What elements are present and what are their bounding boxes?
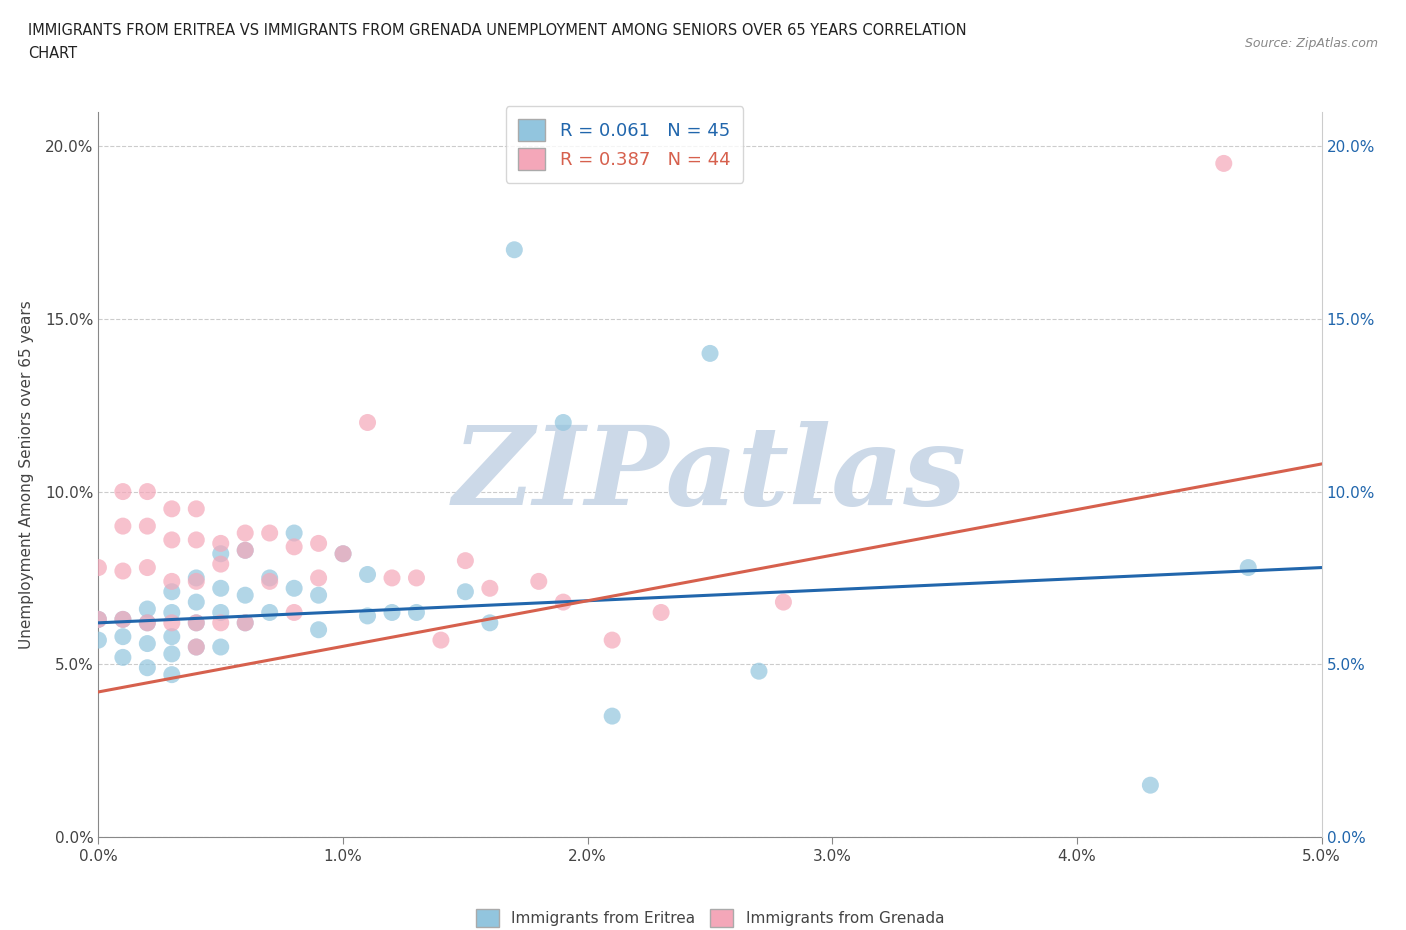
Point xyxy=(111,630,134,644)
Point xyxy=(356,608,378,623)
Point xyxy=(186,640,208,655)
Point xyxy=(381,570,404,585)
Point xyxy=(1237,560,1260,575)
Point xyxy=(111,485,134,499)
Point xyxy=(430,632,453,647)
Point xyxy=(1139,777,1161,792)
Point xyxy=(160,646,183,661)
Point xyxy=(186,570,208,585)
Point xyxy=(600,632,623,647)
Point xyxy=(136,519,159,534)
Point xyxy=(233,543,256,558)
Point xyxy=(160,533,183,548)
Point xyxy=(160,616,183,631)
Point xyxy=(553,415,575,430)
Point xyxy=(381,605,404,620)
Point xyxy=(136,616,159,631)
Point xyxy=(209,605,232,620)
Point xyxy=(160,574,183,589)
Point xyxy=(186,501,208,516)
Point xyxy=(136,660,159,675)
Point xyxy=(454,584,477,599)
Y-axis label: Unemployment Among Seniors over 65 years: Unemployment Among Seniors over 65 years xyxy=(20,300,34,649)
Point xyxy=(283,525,305,540)
Point xyxy=(650,605,672,620)
Point xyxy=(209,640,232,655)
Point xyxy=(209,536,232,551)
Point xyxy=(259,525,281,540)
Text: CHART: CHART xyxy=(28,46,77,61)
Point xyxy=(111,612,134,627)
Point xyxy=(136,560,159,575)
Point xyxy=(111,650,134,665)
Point xyxy=(283,581,305,596)
Point xyxy=(209,546,232,561)
Point xyxy=(553,594,575,609)
Text: ZIPatlas: ZIPatlas xyxy=(453,420,967,528)
Point xyxy=(233,616,256,631)
Point xyxy=(186,574,208,589)
Point xyxy=(772,594,794,609)
Point xyxy=(503,243,526,258)
Point xyxy=(87,560,110,575)
Point xyxy=(527,574,550,589)
Point xyxy=(111,564,134,578)
Point xyxy=(308,622,330,637)
Point xyxy=(209,581,232,596)
Point xyxy=(356,415,378,430)
Point xyxy=(283,539,305,554)
Point xyxy=(136,602,159,617)
Point xyxy=(748,664,770,679)
Point xyxy=(259,605,281,620)
Point xyxy=(478,616,501,631)
Point xyxy=(1212,156,1234,171)
Point xyxy=(160,501,183,516)
Point xyxy=(233,543,256,558)
Point xyxy=(233,588,256,603)
Legend: Immigrants from Eritrea, Immigrants from Grenada: Immigrants from Eritrea, Immigrants from… xyxy=(470,903,950,930)
Point xyxy=(233,616,256,631)
Point xyxy=(478,581,501,596)
Point xyxy=(259,570,281,585)
Point xyxy=(332,546,354,561)
Point xyxy=(136,636,159,651)
Point xyxy=(405,605,427,620)
Point xyxy=(186,594,208,609)
Point xyxy=(600,709,623,724)
Point xyxy=(308,536,330,551)
Point xyxy=(259,574,281,589)
Point xyxy=(405,570,427,585)
Point xyxy=(209,616,232,631)
Point xyxy=(136,485,159,499)
Point xyxy=(186,640,208,655)
Point xyxy=(233,525,256,540)
Point xyxy=(332,546,354,561)
Point xyxy=(308,570,330,585)
Text: IMMIGRANTS FROM ERITREA VS IMMIGRANTS FROM GRENADA UNEMPLOYMENT AMONG SENIORS OV: IMMIGRANTS FROM ERITREA VS IMMIGRANTS FR… xyxy=(28,23,967,38)
Point xyxy=(87,632,110,647)
Point xyxy=(308,588,330,603)
Point xyxy=(160,605,183,620)
Point xyxy=(87,612,110,627)
Point xyxy=(111,519,134,534)
Point xyxy=(209,557,232,572)
Point xyxy=(87,612,110,627)
Point xyxy=(186,533,208,548)
Point xyxy=(356,567,378,582)
Point xyxy=(160,667,183,682)
Point xyxy=(111,612,134,627)
Point xyxy=(136,616,159,631)
Text: Source: ZipAtlas.com: Source: ZipAtlas.com xyxy=(1244,37,1378,50)
Point xyxy=(699,346,721,361)
Point xyxy=(186,616,208,631)
Point xyxy=(186,616,208,631)
Point xyxy=(454,553,477,568)
Point xyxy=(283,605,305,620)
Point xyxy=(160,584,183,599)
Point xyxy=(160,630,183,644)
